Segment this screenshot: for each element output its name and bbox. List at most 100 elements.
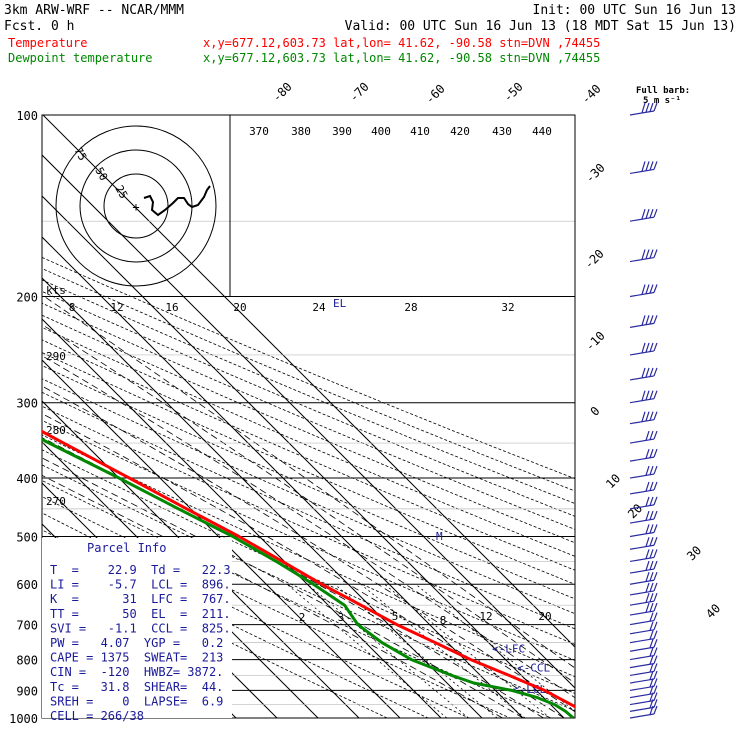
wind-barb-feather bbox=[649, 510, 654, 520]
pressure-label: 500 bbox=[16, 530, 38, 544]
wind-barb-feather bbox=[645, 342, 650, 353]
wind-barb-feather bbox=[649, 612, 654, 622]
dry-adiabat bbox=[42, 314, 575, 544]
dry-adiabat bbox=[42, 339, 575, 571]
wind-barb-feather bbox=[653, 560, 658, 570]
wind-barb-staff bbox=[629, 216, 655, 222]
wind-barb-feather bbox=[641, 284, 646, 295]
wind-barb-feather bbox=[653, 448, 658, 458]
wind-barb-staff bbox=[629, 398, 655, 404]
isotherm-label: -50 bbox=[501, 80, 526, 105]
model-title: 3km ARW-WRF -- NCAR/MMM bbox=[4, 3, 184, 18]
wind-barb-feather bbox=[649, 315, 654, 325]
wind-barb-feather bbox=[645, 524, 650, 534]
dewpoint-profile bbox=[42, 437, 575, 718]
wind-barb-feather bbox=[653, 630, 658, 639]
mixing-ratio-line bbox=[286, 583, 448, 718]
wind-barb bbox=[629, 621, 658, 635]
wind-barb-feather bbox=[645, 161, 650, 171]
parcel-info-row: TT = 50 EL = 211. bbox=[50, 607, 231, 621]
wind-barb-feather bbox=[649, 582, 654, 592]
wind-barb bbox=[629, 639, 658, 652]
wind-barb bbox=[629, 630, 658, 644]
plot-frame bbox=[41, 114, 576, 719]
wind-barb-feather bbox=[653, 510, 658, 520]
temperature-profile bbox=[42, 429, 575, 709]
wind-barb-feather bbox=[649, 481, 654, 491]
wind-barb bbox=[629, 592, 658, 606]
dry-adiabat bbox=[42, 352, 575, 585]
hodograph-ring-label: 25 bbox=[112, 183, 130, 201]
isotherm-label: -30 bbox=[583, 161, 608, 186]
wind-barb-feather bbox=[653, 582, 658, 592]
wind-barb-feather bbox=[653, 621, 658, 630]
isotherm-line bbox=[42, 115, 575, 648]
wind-barb-feather bbox=[641, 411, 646, 422]
isotherm-label: -60 bbox=[423, 82, 448, 107]
wind-barb-staff bbox=[629, 556, 655, 563]
parcel-info-row: SVI = -1.1 CCL = 825. bbox=[50, 621, 231, 635]
wind-barb-feather bbox=[649, 496, 654, 506]
wind-barb bbox=[629, 465, 658, 479]
theta-label: 390 bbox=[332, 125, 352, 138]
isotherm-label: 40 bbox=[703, 601, 723, 621]
wind-barb-feather bbox=[649, 411, 654, 421]
wind-barb-staff bbox=[629, 678, 655, 684]
wind-barb-feather bbox=[649, 430, 654, 440]
wind-barb-feather bbox=[645, 537, 650, 547]
mixing-ratio-line bbox=[384, 583, 551, 718]
wind-barb-feather bbox=[653, 208, 658, 218]
wind-barb-staff bbox=[629, 110, 655, 116]
wind-barb-feather bbox=[653, 655, 658, 664]
wind-barb bbox=[629, 315, 658, 328]
pressure-label: 800 bbox=[16, 654, 38, 668]
wind-barb-feather bbox=[653, 705, 658, 715]
wind-barb bbox=[629, 208, 658, 222]
wind-barb-staff bbox=[629, 646, 655, 652]
wind-barb-feather bbox=[649, 161, 654, 171]
wind-barb bbox=[629, 647, 658, 661]
isotherm-label: -70 bbox=[347, 80, 372, 105]
parcel-info-row: PW = 4.07 YGP = 0.2 bbox=[50, 636, 223, 650]
wind-barb-feather bbox=[645, 430, 650, 441]
wind-barb-feather bbox=[649, 655, 654, 665]
wind-barb-feather bbox=[649, 465, 654, 475]
parcel-info-row: CAPE = 1375 SWEAT= 213 bbox=[50, 651, 223, 665]
wind-barb-feather bbox=[653, 670, 658, 680]
hodograph-ring-label: 50 bbox=[92, 165, 110, 183]
wind-barb-feather bbox=[653, 411, 658, 420]
wind-barb bbox=[629, 612, 658, 626]
wind-barb bbox=[629, 496, 658, 510]
wind-barb-feather bbox=[645, 390, 650, 401]
dewpoint-legend: Dewpoint temperature bbox=[8, 51, 153, 65]
wind-barb-feather bbox=[653, 678, 658, 687]
wind-barb-staff bbox=[629, 568, 655, 574]
wind-barb-feather bbox=[645, 249, 650, 259]
pressure-label: 700 bbox=[16, 619, 38, 633]
theta-side-label: 280 bbox=[46, 424, 66, 437]
pressure-label: 600 bbox=[16, 578, 38, 592]
speed-scale-label: 20 bbox=[233, 301, 246, 314]
wind-barb-feather bbox=[641, 390, 646, 401]
hodograph-kts-label: kts bbox=[46, 284, 66, 297]
wind-barb-feather bbox=[653, 663, 658, 672]
wind-barb-staff bbox=[629, 579, 655, 585]
isotherm-label: -20 bbox=[582, 247, 607, 272]
wind-barb-feather bbox=[649, 592, 654, 602]
wind-barb-feather bbox=[649, 249, 654, 259]
wind-barb-feather bbox=[649, 102, 654, 112]
wind-barb-feather bbox=[653, 496, 658, 506]
theta-side-label: 270 bbox=[46, 495, 66, 508]
wind-barb-feather bbox=[641, 342, 646, 353]
speed-scale-label: 28 bbox=[404, 301, 417, 314]
wind-barb-feather bbox=[649, 602, 654, 612]
isotherm-label: -80 bbox=[270, 80, 295, 105]
wind-barb-feather bbox=[641, 249, 646, 260]
isotherm-label: 20 bbox=[625, 501, 645, 521]
parcel-info-row: CELL = 266/38 bbox=[50, 709, 144, 723]
hodograph-center-mark: + bbox=[132, 200, 139, 214]
wind-barb-feather bbox=[649, 448, 654, 458]
wind-barb-feather bbox=[649, 692, 654, 702]
wind-barb bbox=[629, 284, 658, 298]
pressure-label: 100 bbox=[16, 109, 38, 123]
